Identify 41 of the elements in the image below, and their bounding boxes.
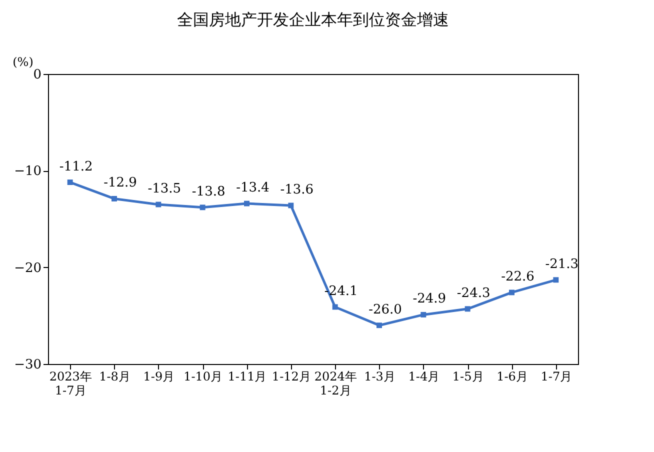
y-tick-label: 0 (33, 68, 42, 82)
data-label: -22.6 (501, 269, 534, 284)
data-label: -21.3 (545, 256, 579, 272)
point (509, 290, 514, 296)
x-tick-label: 2023年 1-7月 (49, 370, 92, 398)
point (67, 180, 73, 186)
point (112, 196, 117, 202)
x-tick-label: 1-6月 (496, 370, 528, 384)
x-tick-label: 1-7月 (540, 370, 572, 384)
x-tick-label: 1-10月 (184, 370, 223, 384)
point (288, 202, 294, 208)
point (244, 200, 250, 206)
x-tick-label: 2024年 1-2月 (314, 370, 357, 398)
x-tick-label: 1-11月 (228, 370, 267, 384)
data-label: -11.2 (59, 159, 93, 174)
chart-title: 全国房地产开发企业本年到位资金增速 (177, 10, 449, 29)
x-tick-label: 1-12月 (272, 370, 311, 384)
data-label: -13.5 (148, 182, 182, 196)
data-label: -13.4 (236, 180, 270, 196)
data-label: -13.8 (192, 184, 226, 200)
point (420, 312, 426, 318)
data-label: -24.9 (412, 292, 446, 307)
data-label: -24.3 (456, 286, 490, 301)
y-tick-label: −20 (14, 260, 42, 276)
x-tick-label: 1-8月 (99, 370, 130, 384)
y-axis-title: (%) (12, 55, 34, 69)
point (200, 204, 206, 210)
x-tick-label: 1-9月 (143, 370, 175, 384)
point (553, 277, 559, 283)
y-tick-label: −10 (14, 164, 42, 180)
point (156, 202, 162, 208)
point (376, 322, 382, 328)
data-label: -12.9 (104, 176, 137, 191)
x-tick-label: 1-3月 (364, 370, 396, 384)
point (464, 306, 470, 312)
data-label: -13.6 (280, 182, 314, 198)
point (332, 304, 338, 310)
y-tick-label: −30 (14, 358, 42, 372)
x-tick-label: 1-5月 (452, 370, 484, 384)
data-label: -26.0 (368, 302, 402, 318)
x-tick-label: 1-4月 (408, 370, 440, 384)
